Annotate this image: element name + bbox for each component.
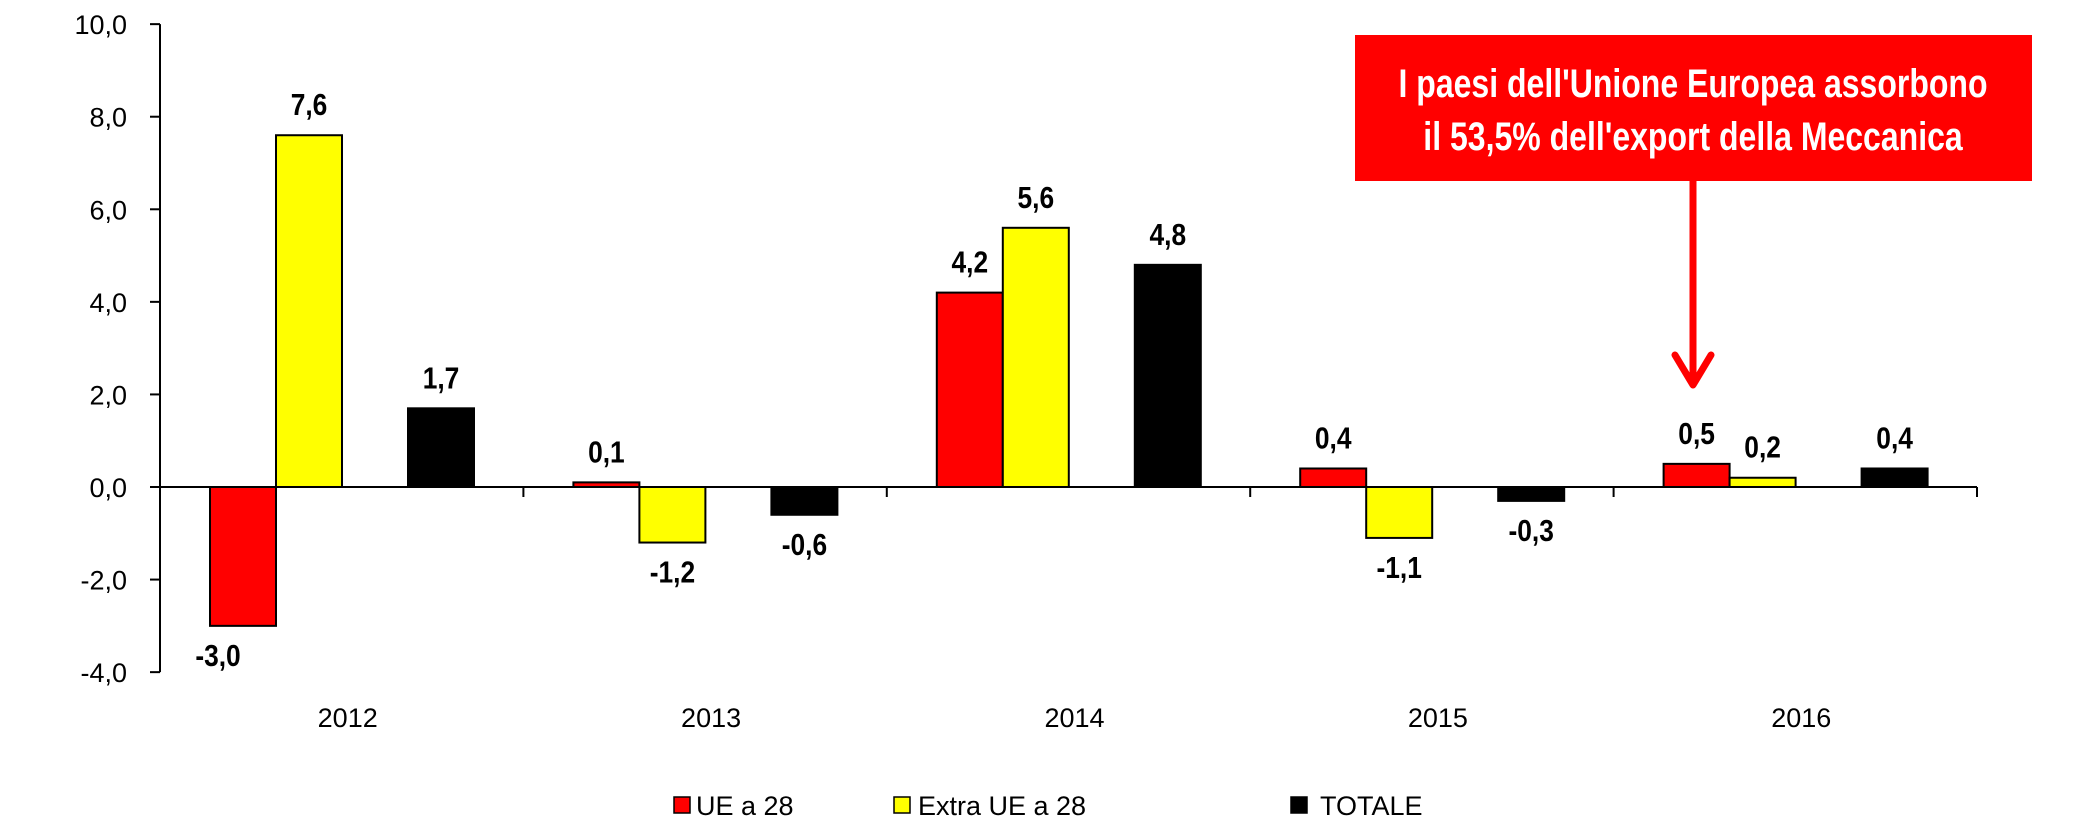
bar-totale [770,486,839,516]
annotation-text: il 53,5% dell'export della Meccanica [1423,114,1963,159]
y-tick-label: 4,0 [89,288,127,318]
data-label: 0,5 [1678,417,1715,451]
data-label: 4,8 [1149,218,1186,252]
data-label: -0,3 [1509,514,1554,548]
legend-label: TOTALE [1320,791,1423,821]
x-tick-label: 2016 [1771,703,1831,733]
legend-swatch [673,796,691,814]
data-label: -1,1 [1377,551,1422,585]
data-label: 0,2 [1744,431,1781,465]
y-tick-label: 6,0 [89,195,127,225]
legend-swatch [1290,796,1308,814]
data-label: -1,2 [650,556,695,590]
y-tick-label: 8,0 [89,103,127,133]
y-tick-label: 2,0 [89,380,127,410]
legend-label: UE a 28 [696,791,794,821]
data-label: -3,0 [195,639,240,673]
bar-extra-ue-a-28 [1365,486,1434,539]
arrow-head-icon [1671,351,1715,389]
x-tick-label: 2012 [318,703,378,733]
data-label: 0,4 [1315,422,1352,456]
bar-extra-ue-a-28 [1001,226,1070,489]
annotation-text: I paesi dell'Unione Europea assorbono [1398,61,1987,106]
y-tick-label: 0,0 [89,473,127,503]
bar-totale [1860,467,1929,489]
data-label: 5,6 [1017,181,1054,215]
x-tick-label: 2014 [1044,703,1104,733]
bar-ue-a-28 [209,486,277,627]
data-label: 7,6 [291,88,328,122]
data-label: 0,4 [1876,422,1913,456]
bar-extra-ue-a-28 [1728,476,1797,489]
bar-ue-a-28 [1299,467,1368,489]
bar-ue-a-28 [935,291,1004,488]
bar-totale [1133,263,1202,489]
data-label: 1,7 [423,361,460,395]
data-label: 0,1 [588,435,625,469]
bar-extra-ue-a-28 [275,134,343,488]
bar-extra-ue-a-28 [638,486,707,544]
annotation-box [1355,35,2032,181]
y-tick-label: -2,0 [80,566,127,596]
data-label: 4,2 [951,246,988,280]
y-tick-label: 10,0 [74,10,127,40]
data-label: -0,6 [782,528,827,562]
x-tick-label: 2015 [1408,703,1468,733]
bar-totale [1497,486,1566,502]
bar-ue-a-28 [1662,462,1731,489]
bar-totale [407,407,475,489]
x-tick-label: 2013 [681,703,741,733]
y-tick-label: -4,0 [80,658,127,688]
legend-swatch [893,796,911,814]
legend-label: Extra UE a 28 [918,791,1086,821]
